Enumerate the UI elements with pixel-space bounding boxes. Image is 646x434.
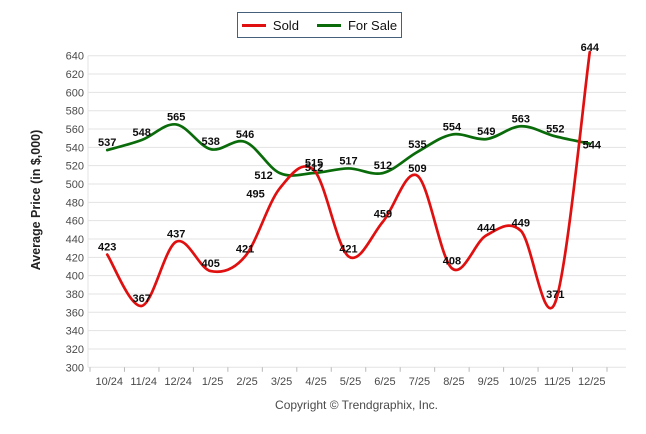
legend-label-for-sale: For Sale xyxy=(347,17,398,33)
x-tick-label: 9/25 xyxy=(478,376,499,388)
y-tick-label: 500 xyxy=(66,179,84,191)
y-tick-label: 560 xyxy=(66,124,84,136)
for-sale-data-label: 512 xyxy=(254,170,272,182)
copyright-text: Copyright © Trendgraphix, Inc. xyxy=(275,398,438,412)
x-tick-label: 6/25 xyxy=(374,376,395,388)
x-tick-label: 5/25 xyxy=(340,376,361,388)
for-sale-data-label: 538 xyxy=(201,136,219,148)
sold-data-label: 405 xyxy=(201,258,219,270)
y-tick-label: 620 xyxy=(66,69,84,81)
x-tick-label: 12/25 xyxy=(578,376,606,388)
sold-data-label: 367 xyxy=(133,293,151,305)
for-sale-data-label: 512 xyxy=(305,162,323,174)
y-tick-label: 380 xyxy=(66,289,84,301)
sold-data-label: 459 xyxy=(374,209,392,221)
for-sale-data-label: 537 xyxy=(98,137,116,149)
sold-data-label: 515 xyxy=(305,157,323,169)
x-tick-label: 2/25 xyxy=(236,376,257,388)
sold-data-label: 421 xyxy=(236,243,254,255)
legend-label-sold: Sold xyxy=(272,17,299,33)
y-tick-label: 480 xyxy=(66,197,84,209)
sold-data-label: 408 xyxy=(443,255,461,267)
x-tick-label: 11/24 xyxy=(130,376,157,388)
x-tick-label: 7/25 xyxy=(409,376,430,388)
sold-data-label: 449 xyxy=(512,218,530,230)
sold-data-label: 371 xyxy=(546,289,564,301)
y-tick-label: 340 xyxy=(66,326,84,338)
x-tick-label: 4/25 xyxy=(305,376,326,388)
for-sale-data-label: 512 xyxy=(374,160,392,172)
y-tick-label: 320 xyxy=(66,344,84,356)
chart-legend: Sold For Sale xyxy=(237,12,402,38)
for-sale-data-label: 552 xyxy=(546,123,564,135)
y-tick-label: 460 xyxy=(66,216,84,228)
legend-item-sold: Sold xyxy=(241,17,299,33)
sold-data-label: 437 xyxy=(167,229,185,241)
x-tick-label: 3/25 xyxy=(271,376,292,388)
sold-line-swatch-icon xyxy=(241,23,266,27)
sold-data-label: 509 xyxy=(408,163,426,175)
for-sale-data-label: 565 xyxy=(167,111,185,123)
y-tick-label: 400 xyxy=(66,271,84,283)
x-tick-label: 12/24 xyxy=(164,376,192,388)
x-tick-label: 11/25 xyxy=(544,376,571,388)
legend-item-for-sale: For Sale xyxy=(316,17,398,33)
for-sale-data-label: 549 xyxy=(477,126,495,138)
y-axis-title: Average Price (in $,000) xyxy=(29,129,43,271)
sold-data-label: 423 xyxy=(98,242,116,254)
for-sale-line xyxy=(105,123,592,177)
y-tick-label: 360 xyxy=(66,307,84,319)
sold-data-label: 495 xyxy=(246,189,264,201)
for-sale-data-label: 548 xyxy=(133,127,151,139)
sold-line xyxy=(105,50,592,310)
x-tick-label: 10/25 xyxy=(509,376,537,388)
y-tick-label: 580 xyxy=(66,106,84,118)
for-sale-line-swatch-icon xyxy=(316,23,341,27)
for-sale-data-label: 563 xyxy=(512,113,530,125)
for-sale-data-label: 546 xyxy=(236,129,254,141)
sold-data-label: 444 xyxy=(477,222,496,234)
y-tick-label: 440 xyxy=(66,234,84,246)
y-tick-label: 540 xyxy=(66,142,84,154)
for-sale-data-label: 544 xyxy=(583,140,602,152)
y-tick-label: 520 xyxy=(66,161,84,173)
for-sale-data-label: 535 xyxy=(408,139,426,151)
y-tick-label: 640 xyxy=(66,51,84,63)
sold-data-label: 644 xyxy=(581,42,600,54)
x-tick-label: 1/25 xyxy=(202,376,223,388)
for-sale-data-label: 517 xyxy=(339,155,357,167)
sold-data-label: 421 xyxy=(339,243,357,255)
y-tick-label: 420 xyxy=(66,252,84,264)
y-tick-label: 600 xyxy=(66,87,84,99)
x-tick-label: 10/24 xyxy=(95,376,123,388)
for-sale-data-label: 554 xyxy=(443,122,462,134)
y-tick-label: 300 xyxy=(66,362,84,374)
x-tick-label: 8/25 xyxy=(443,376,464,388)
